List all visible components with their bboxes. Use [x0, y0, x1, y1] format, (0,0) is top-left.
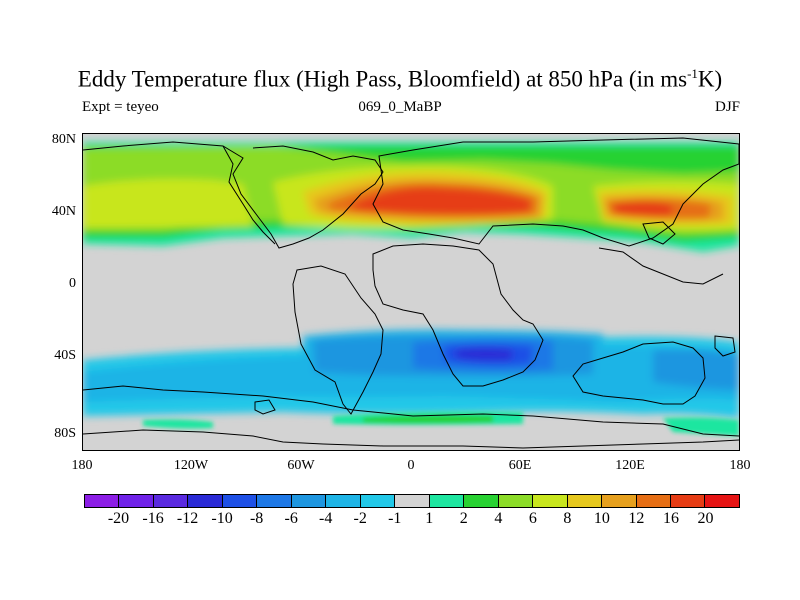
colorbar-tick-label: 6: [528, 510, 537, 527]
colorbar-tick-label: 2: [459, 510, 468, 527]
x-tick-label: 120W: [173, 458, 209, 473]
x-tick-label: 60W: [287, 458, 315, 473]
colorbar-swatch: [85, 495, 120, 507]
colorbar-swatch: [188, 495, 223, 507]
colorbar-tick-label: -12: [176, 510, 199, 527]
y-tick-label: 0: [69, 276, 76, 291]
colorbar: [84, 494, 740, 508]
colorbar-swatch: [222, 495, 258, 507]
colorbar-tick-label: 10: [593, 510, 610, 527]
x-tick-label: 180: [729, 458, 751, 473]
colorbar-swatch: [360, 495, 396, 507]
x-tick-label: 180: [71, 458, 93, 473]
colorbar-swatch: [464, 495, 499, 507]
colorbar-swatch: [153, 495, 189, 507]
colorbar-tick-label: -16: [142, 510, 164, 527]
colorbar-tick-label: -8: [249, 510, 264, 527]
colorbar-tick-label: -6: [284, 510, 298, 527]
colorbar-swatch: [636, 495, 671, 507]
x-tick-label: 60E: [508, 458, 532, 473]
colorbar-tick-label: -20: [107, 510, 130, 527]
y-tick-label: 40N: [51, 204, 76, 219]
colorbar-swatch: [533, 495, 568, 507]
experiment-label: Expt = teyeo: [82, 99, 159, 115]
coastlines: [83, 137, 739, 449]
x-tick-label: 0: [407, 458, 415, 473]
map-plot-area: [82, 133, 740, 451]
run-label: 069_0_MaBP: [358, 99, 442, 115]
colorbar-swatch: [257, 495, 292, 507]
colorbar-tick-label: -10: [211, 510, 233, 527]
season-label: DJF: [714, 99, 740, 115]
colorbar-swatch: [119, 495, 154, 507]
x-tick-label: 120E: [615, 458, 645, 473]
nh-field: [83, 142, 739, 252]
colorbar-tick-label: -4: [319, 510, 333, 527]
colorbar-swatch: [498, 495, 534, 507]
colorbar-tick-label: 20: [697, 510, 714, 527]
colorbar-tick-label: 12: [628, 510, 645, 527]
y-tick-label: 80S: [54, 426, 76, 441]
colorbar-tick-label: 8: [563, 510, 572, 527]
colorbar-tick-label: 1: [425, 510, 434, 527]
colorbar-tick-label: 4: [494, 510, 503, 527]
colorbar-swatch: [670, 495, 706, 507]
colorbar-swatch: [567, 495, 603, 507]
colorbar-swatch: [602, 495, 637, 507]
colorbar-tick-label: -2: [353, 510, 367, 527]
antarctic-field: [143, 411, 739, 436]
sh-field: [83, 329, 739, 418]
colorbar-swatch: [395, 495, 430, 507]
colorbar-tick-label: 16: [662, 510, 679, 527]
colorbar-swatch: [291, 495, 327, 507]
chart-title: Eddy Temperature flux (High Pass, Bloomf…: [77, 66, 723, 92]
colorbar-tick-label: -1: [388, 510, 402, 527]
y-tick-label: 80N: [51, 132, 76, 147]
y-tick-label: 40S: [54, 348, 76, 363]
colorbar-swatch: [326, 495, 361, 507]
colorbar-swatch: [705, 495, 739, 507]
colorbar-swatch: [429, 495, 465, 507]
